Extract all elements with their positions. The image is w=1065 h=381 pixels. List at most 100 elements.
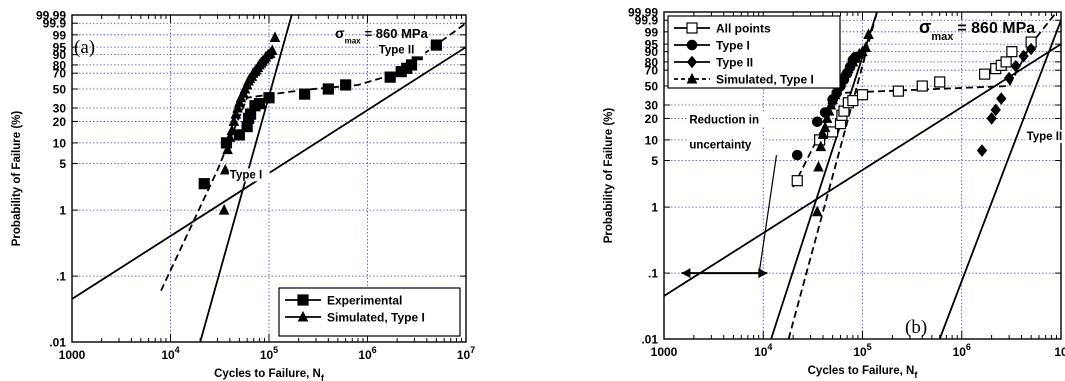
data-point-diamond [1003,71,1015,85]
data-point-triangle [815,140,827,152]
x-axis-label: Cycles to Failure, Nf [808,365,919,380]
data-point-triangle [226,124,238,135]
chart-text-label: uncertainty [689,140,752,152]
y-tick-label: 1 [651,201,658,215]
data-point-triangle [823,105,835,116]
data-point-square [430,39,442,51]
y-tick-label: 10 [645,133,659,147]
x-axis-label-subscript: f [321,373,325,381]
y-tick-label: 99.99 [628,6,658,20]
data-point-diamond [1010,59,1021,73]
data-point-diamond [996,92,1007,105]
y-tick-label: 99.99 [36,9,66,23]
data-point-square [263,92,275,104]
x-tick-exponent: 4 [767,342,772,352]
legend-label: Simulated, Type I [327,311,425,325]
stress-annotation: σmax= 860 MPa [919,17,1035,43]
data-points [198,31,442,215]
label-background [228,168,270,182]
y-tick-label: 90 [53,48,67,62]
y-tick-label: .1 [648,267,658,281]
y-tick-label: 50 [53,83,67,97]
data-point-circle [811,116,823,128]
fit-line [938,19,1061,339]
label-background [1025,129,1065,143]
panel-label: (a) [74,37,95,58]
chart-text-label: Reduction in [689,115,759,127]
y-tick-label: 20 [53,115,67,129]
x-tick-label: 104 [754,342,772,359]
data-point-circle [686,39,698,51]
y-axis-label: Probability of Failure (%) [603,108,615,244]
x-tick-label: 107 [457,345,475,362]
data-point-square [686,22,698,34]
x-tick-text: 10 [260,348,274,362]
x-tick-text: 1000 [651,345,678,359]
x-axis-label-subscript: f [914,370,918,380]
legend-label: All points [716,22,771,36]
data-point-square [791,175,803,187]
data-point-triangle [817,128,829,139]
data-point-triangle [232,101,243,113]
fit-line [787,12,878,339]
legend-label: Type I [716,39,750,53]
data-point-square [253,98,266,110]
panel-label: (b) [905,317,927,338]
data-point-triangle [825,98,837,110]
data-point-diamond [1018,49,1029,63]
y-tick-label: 80 [53,58,67,72]
y-axis-label: Probability of Failure (%) [11,111,23,247]
sigma-symbol: σ [335,25,345,41]
data-point-square [856,89,869,101]
x-tick-label: 104 [161,345,179,362]
y-tick-label: 50 [645,80,659,94]
x-axis-label-text: Cycles to Failure, N [808,365,915,377]
data-point-triangle [813,160,824,172]
data-point-triangle [297,310,309,322]
data-point-square [847,95,859,107]
data-point-square [340,79,352,91]
x-tick-label: 1000 [59,348,86,362]
data-point-triangle [218,203,230,215]
y-tick-label: 80 [645,55,659,69]
y-tick-label: 90 [645,45,659,59]
y-tick-label: .01 [49,336,66,350]
uncertainty-pointer [758,155,778,272]
x-tick-exponent: 4 [175,345,180,355]
x-tick-text: 1000 [59,348,86,362]
data-point-triangle [843,62,854,74]
x-tick-exponent: 5 [867,342,872,352]
data-point-circle [791,149,803,161]
data-point-triangle [686,72,698,84]
y-tick-label: 5 [59,157,66,171]
uncertainty-arrow-head-left [681,268,691,279]
y-tick-label: 99 [645,25,659,39]
data-point-triangle [860,41,872,53]
x-tick-text: 10 [161,348,175,362]
y-tick-label: 99 [53,28,67,42]
data-point-triangle [222,143,233,155]
label-background [688,138,764,152]
x-tick-text: 10 [754,345,768,359]
y-tick-label: 99.9 [635,14,659,28]
legend-label: Simulated, Type I [716,73,814,87]
x-tick-label: 1000 [651,345,678,359]
x-tick-text: 10 [953,345,967,359]
data-point-square [892,85,905,97]
x-tick-label: 10 [1054,345,1065,359]
x-tick-label: 105 [260,345,278,362]
y-tick-label: 10 [53,136,67,150]
data-point-diamond [686,55,698,69]
x-tick-exponent: 6 [372,345,377,355]
data-point-triangle [269,31,281,42]
x-tick-label: 105 [853,342,871,359]
label-background [377,43,426,57]
data-point-triangle [819,121,831,132]
chart-text-label: Type II [1027,131,1063,143]
data-point-triangle [863,28,874,39]
sigma-symbol: σ [919,17,931,37]
data-point-square [405,59,418,71]
y-tick-label: 1 [59,204,66,218]
x-tick-label: 106 [358,345,376,362]
y-tick-label: 30 [645,99,659,113]
